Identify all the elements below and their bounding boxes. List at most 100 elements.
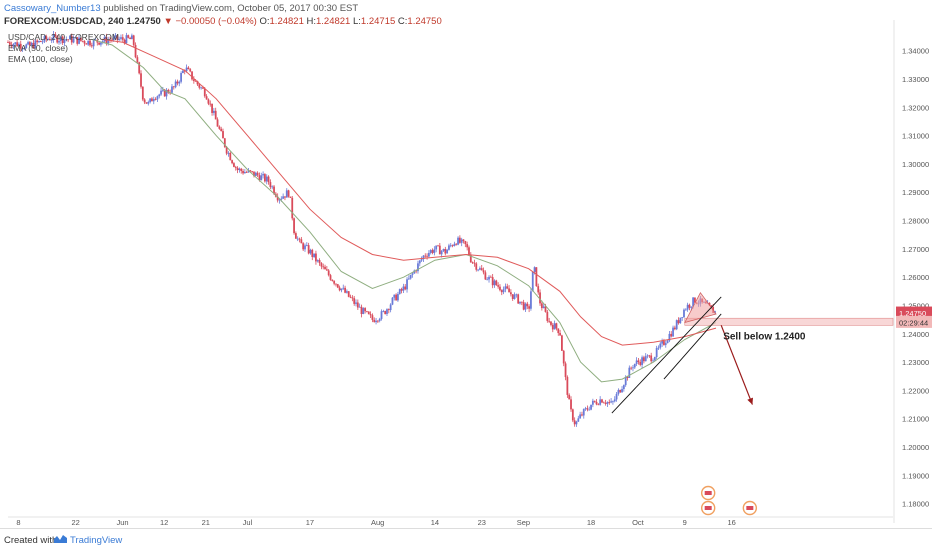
candle-body [14,42,17,45]
candle-body [581,414,583,416]
candle-body [677,320,680,324]
candle-body [107,39,110,44]
candle-body [513,294,516,299]
ema100-line [101,38,717,346]
candle-body [515,294,518,296]
candle-body [493,280,496,286]
candle-body [120,37,122,39]
candle-body [524,303,527,310]
candle-body [626,376,629,378]
countdown-label: 02:29:44 [899,318,928,327]
candle-body [338,287,341,291]
candle-body [98,42,101,45]
candle-body [229,152,232,161]
y-tick-label: 1.28000 [902,217,929,226]
candle-body [214,110,217,120]
candle-body [437,245,439,247]
candle-body [668,333,671,341]
candle-body [333,281,336,284]
candle-body [400,289,403,291]
candle-body [85,43,88,45]
candle-body [628,367,631,378]
candle-body [316,260,319,262]
candle-body [659,343,662,348]
close-label: C: [397,16,408,27]
candle-body [247,170,250,173]
candle-body [502,289,505,293]
candle-body [178,81,181,84]
y-tick-label: 1.31000 [902,132,929,141]
candle-body [362,308,365,315]
candle-body [209,103,212,105]
candle-body [12,44,15,47]
y-tick-label: 1.27000 [902,245,929,254]
symbol-label[interactable]: FOREXCOM:USDCAD, 240 [4,16,124,27]
candle-body [41,41,44,43]
candle-body [141,86,144,100]
candle-body [356,302,359,308]
candle-body [471,262,474,263]
candle-body [632,367,634,369]
publish-info: Cassowary_Number13 published on TradingV… [4,3,358,14]
candle-body [597,404,600,406]
candle-body [165,89,168,97]
candle-body [420,259,423,261]
candle-body [58,40,60,43]
candle-body [92,39,95,47]
candle-body [300,239,303,244]
candle-body [100,42,102,45]
candle-body [331,279,334,282]
candle-body [584,408,587,410]
candle-body [635,360,638,364]
candle-body [271,186,274,188]
candle-body [535,267,538,287]
y-tick-label: 1.25000 [902,301,929,310]
candle-body [87,40,90,45]
candle-body [488,276,490,280]
candle-body [710,305,713,307]
candle-body [435,245,438,250]
candle-body [568,394,571,400]
publish-text: published on TradingView.com, October 05… [103,3,359,14]
candle-body [287,190,290,197]
candle-body [320,263,323,267]
candle-body [211,103,213,113]
event-flag-icon-fill [704,491,712,495]
event-flag-icon-fill [746,506,754,510]
candle-body [340,288,343,291]
candle-body [54,34,57,37]
candle-body [218,126,221,129]
tradingview-brand[interactable]: TradingView [70,535,123,546]
candle-body [548,320,551,322]
candle-body [278,199,281,201]
x-tick-label: Jun [116,518,128,527]
candle-body [588,409,591,411]
candle-body [622,385,625,390]
y-tick-label: 1.24000 [902,330,929,339]
candle-body [539,292,541,304]
last-price: 1.24750 [126,16,161,27]
legend-ema50[interactable]: EMA (50, close) [8,43,68,53]
candle-body [573,420,576,425]
candle-body [455,243,458,245]
candle-body [468,247,470,256]
candle-body [389,304,392,311]
candle-body [644,356,647,362]
candle-body [679,317,682,324]
candle-body [577,418,580,422]
candle-body [123,39,126,44]
tradingview-logo-icon[interactable] [54,534,67,543]
candle-body [200,87,203,89]
legend-ema100[interactable]: EMA (100, close) [8,54,73,64]
candle-body [305,245,308,246]
candle-body [282,196,285,199]
candle-body [375,320,377,323]
author-link[interactable]: Cassowary_Number13 [4,3,101,14]
candle-body [238,168,241,171]
legend-symbol[interactable]: USD/CAD, 240, FOREXCOM [8,32,119,42]
candle-body [608,402,611,403]
candle-body [127,35,130,38]
candle-body [36,40,39,43]
candle-body [315,253,317,262]
